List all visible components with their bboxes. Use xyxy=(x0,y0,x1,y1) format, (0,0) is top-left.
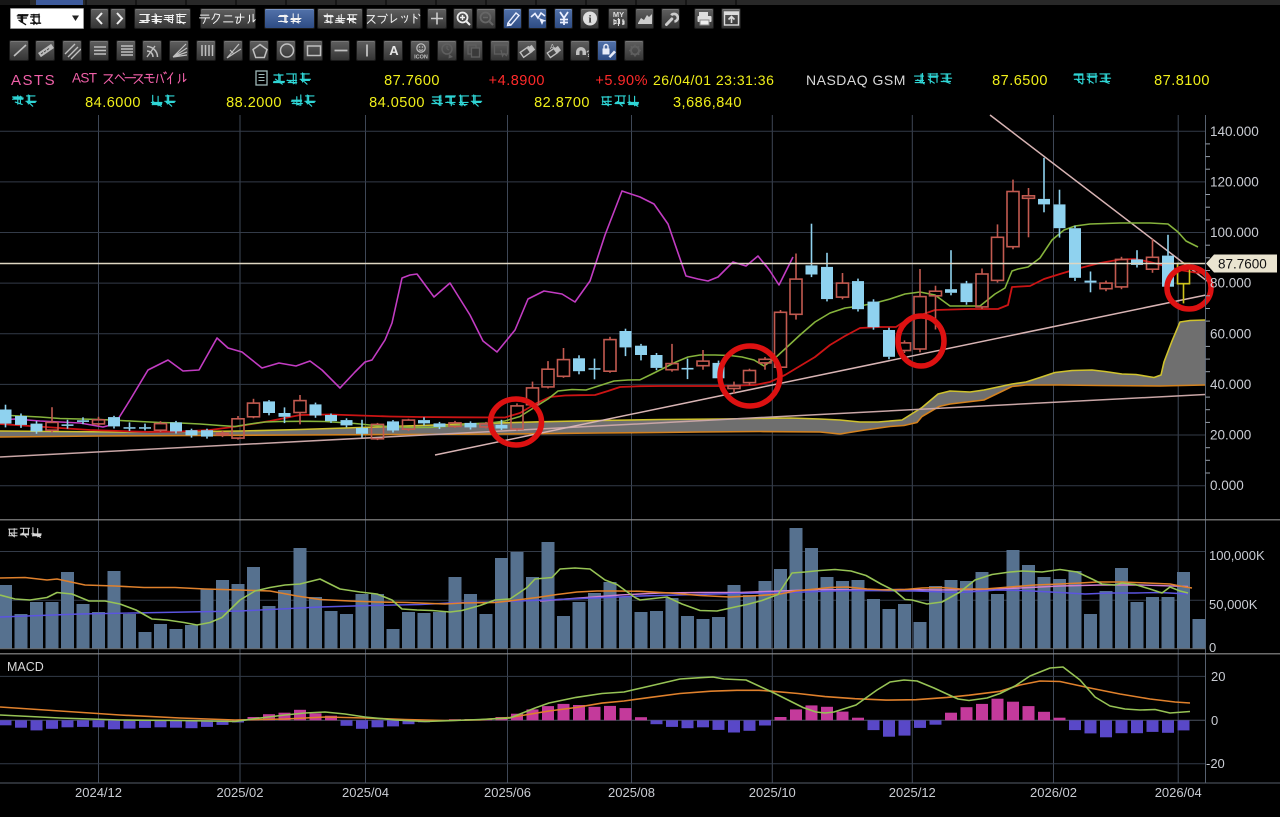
svg-text:88.2000: 88.2000 xyxy=(226,95,282,111)
svg-text:i: i xyxy=(588,14,591,26)
svg-text:120.000: 120.000 xyxy=(1210,174,1259,189)
svg-text:140.000: 140.000 xyxy=(1210,124,1259,139)
svg-text:0: 0 xyxy=(1209,640,1216,655)
svg-text:2025/10: 2025/10 xyxy=(749,785,796,800)
svg-text:80.000: 80.000 xyxy=(1210,276,1251,291)
svg-text:MY: MY xyxy=(613,10,624,19)
svg-text:87.7600: 87.7600 xyxy=(384,73,440,89)
svg-text:ASTS: ASTS xyxy=(11,72,56,89)
svg-text:A: A xyxy=(389,43,399,58)
svg-text:2025/12: 2025/12 xyxy=(889,785,936,800)
svg-text:A: A xyxy=(72,71,81,86)
svg-text:40.000: 40.000 xyxy=(1210,377,1251,392)
svg-text:T: T xyxy=(89,71,97,86)
svg-text:82.8700: 82.8700 xyxy=(534,95,590,111)
svg-text:2024/12: 2024/12 xyxy=(75,785,122,800)
svg-text:NASDAQ GSM: NASDAQ GSM xyxy=(806,72,906,88)
svg-text:S: S xyxy=(80,71,89,86)
svg-text:84.0500: 84.0500 xyxy=(369,95,425,111)
svg-text:50,000K: 50,000K xyxy=(1209,597,1258,612)
svg-text:+4.8900: +4.8900 xyxy=(489,73,545,89)
svg-text:?: ? xyxy=(586,49,590,59)
svg-text:87.8100: 87.8100 xyxy=(1154,73,1210,89)
svg-text:A: A xyxy=(550,44,555,51)
svg-text:84.6000: 84.6000 xyxy=(85,95,141,111)
svg-text:0.000: 0.000 xyxy=(1210,478,1244,493)
svg-text:2025/02: 2025/02 xyxy=(217,785,264,800)
svg-text:60.000: 60.000 xyxy=(1210,326,1251,341)
svg-text:87.6500: 87.6500 xyxy=(992,73,1048,89)
svg-text:2026/04: 2026/04 xyxy=(1155,785,1202,800)
svg-text:26/04/01 23:31:36: 26/04/01 23:31:36 xyxy=(653,72,774,88)
svg-text:ICON: ICON xyxy=(414,55,428,61)
svg-text:2026/02: 2026/02 xyxy=(1030,785,1077,800)
svg-text:87.7600: 87.7600 xyxy=(1218,257,1267,272)
svg-text:2025/04: 2025/04 xyxy=(342,785,389,800)
svg-text:-20: -20 xyxy=(1206,756,1225,771)
svg-text:MACD: MACD xyxy=(7,660,44,674)
svg-text:100,000K: 100,000K xyxy=(1209,548,1265,563)
svg-text:2025/06: 2025/06 xyxy=(484,785,531,800)
svg-text:2025/08: 2025/08 xyxy=(608,785,655,800)
svg-text:0: 0 xyxy=(1211,713,1218,728)
svg-text:100.000: 100.000 xyxy=(1210,225,1259,240)
svg-text:20.000: 20.000 xyxy=(1210,428,1251,443)
svg-text:20: 20 xyxy=(1211,669,1225,684)
svg-text:+5.90%: +5.90% xyxy=(595,73,648,89)
svg-text:3,686,840: 3,686,840 xyxy=(673,95,742,111)
